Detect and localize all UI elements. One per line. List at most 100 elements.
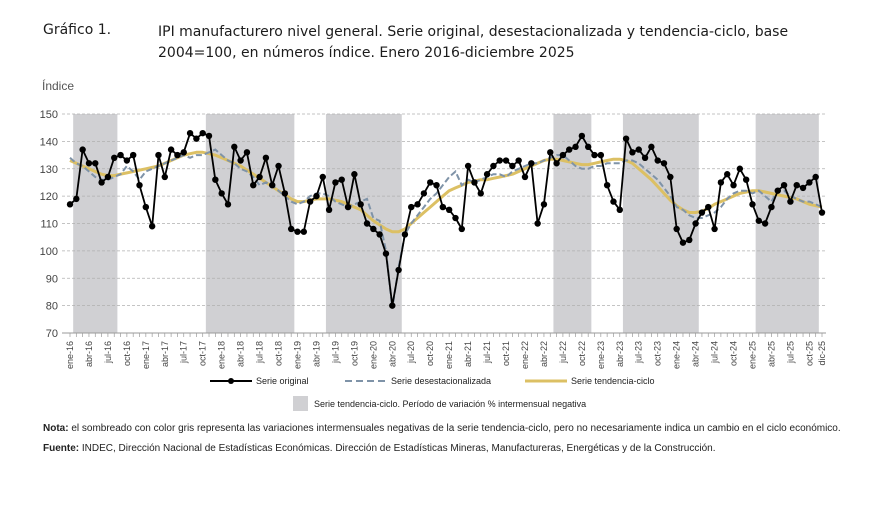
x-tick-label: jul-25 — [785, 341, 795, 364]
series-original-point — [243, 149, 251, 156]
series-original-point — [344, 203, 352, 211]
series-original-point — [502, 157, 510, 164]
series-original-point — [629, 149, 636, 156]
series-original-point — [111, 154, 118, 161]
series-original-point — [433, 181, 440, 189]
x-tick-label: abr-16 — [84, 341, 94, 367]
series-original-point — [250, 181, 257, 189]
series-original-point — [382, 250, 390, 257]
x-tick-label: ene-16 — [65, 341, 75, 369]
x-tick-label: abr-22 — [539, 341, 549, 367]
series-original-point — [325, 206, 333, 214]
x-tick-label: jul-20 — [406, 341, 416, 364]
series-original-point — [395, 266, 402, 274]
series-original-point — [774, 187, 781, 194]
gridlines — [62, 113, 826, 307]
series-original-point — [761, 220, 769, 227]
x-tick-label: abr-19 — [311, 341, 321, 367]
series-original-point — [755, 217, 763, 224]
series-original-point — [148, 223, 156, 230]
x-tick-label: abr-25 — [766, 341, 776, 367]
series-original-point — [186, 129, 194, 137]
series-original-point — [787, 198, 794, 205]
series-original-point — [471, 179, 478, 186]
x-tick-label: oct-22 — [577, 341, 587, 366]
series-original-point — [528, 160, 535, 167]
x-tick-label: ene-20 — [368, 341, 378, 369]
x-tick-label: oct-19 — [349, 341, 359, 366]
x-tick-label: jul-22 — [558, 341, 568, 364]
x-tick-label: ene-17 — [141, 341, 151, 369]
y-tick-label: 100 — [40, 246, 58, 258]
legend-label-shade: Serie tendencia-ciclo. Período de variac… — [314, 398, 587, 409]
series-original-point — [622, 135, 630, 142]
notes: Nota: el sombreado con color gris repres… — [43, 423, 843, 463]
series-original-point — [464, 162, 472, 170]
series-original-point — [711, 225, 718, 233]
legend-dashed-line-icon — [345, 380, 387, 382]
series-original-point — [648, 143, 655, 151]
chart-plot: 70 80 90 100 110 120 130 140 150 ene-16 abr-16 jul… — [40, 109, 827, 369]
series-original-point — [477, 190, 484, 197]
series-original-point — [736, 165, 744, 172]
series-original-point — [641, 154, 649, 161]
series-original-point — [742, 176, 750, 183]
series-original-point — [812, 173, 819, 181]
x-tick-label: oct-21 — [501, 341, 511, 366]
x-tick-label: abr-18 — [236, 341, 246, 367]
series-original-point — [161, 173, 168, 181]
series-original-point — [357, 201, 364, 208]
series-original-point — [667, 173, 674, 181]
x-tick-label: abr-17 — [160, 341, 170, 367]
legend-trend-line-icon — [525, 379, 567, 383]
series-original-point — [218, 190, 225, 197]
series-original-point — [483, 171, 491, 178]
series-original-point — [458, 225, 465, 233]
x-axis: ene-16 abr-16 jul-16 oct-16 ene-17 abr-17 jul-… — [62, 332, 827, 369]
series-original-point — [376, 231, 383, 238]
x-tick-label: ene-19 — [292, 341, 302, 369]
series-original-point — [717, 179, 725, 186]
y-tick-label: 130 — [40, 164, 58, 176]
series-original-point — [547, 149, 554, 156]
series-original-point — [338, 176, 345, 183]
series-tendencia-ciclo-line — [69, 150, 823, 234]
series-original-point — [66, 201, 74, 208]
series-original-point — [496, 157, 503, 164]
fuente-paragraph: Fuente: INDEC, Dirección Nacional de Est… — [43, 443, 843, 455]
x-tick-label: dic-25 — [817, 341, 827, 366]
series-original-point — [521, 173, 529, 181]
series-original-point — [136, 181, 143, 189]
fuente-label: Fuente: — [43, 443, 80, 454]
series-original-point — [730, 181, 737, 189]
series-original-point — [566, 146, 573, 153]
series-desestacionalizada-line — [69, 148, 823, 309]
series-original-point — [654, 157, 661, 164]
series-original-point — [117, 151, 124, 159]
x-tick-label: ene-23 — [596, 341, 606, 369]
x-tick-label: oct-24 — [729, 341, 739, 366]
series-original-point — [401, 231, 409, 238]
series-original-point — [603, 181, 611, 189]
legend-item-shade: Serie tendencia-ciclo. Período de variac… — [293, 396, 586, 411]
series-lines — [66, 129, 826, 309]
series-original-point — [224, 201, 232, 208]
series-original-point — [300, 228, 308, 235]
series-original-point — [275, 162, 282, 170]
x-tick-label: abr-23 — [615, 341, 625, 367]
nota-label: Nota: — [43, 423, 69, 434]
series-original-line — [69, 132, 823, 307]
y-tick-label: 90 — [46, 273, 58, 285]
x-tick-label: jul-21 — [482, 341, 492, 364]
series-original-point — [439, 203, 447, 211]
series-original-point — [692, 220, 699, 227]
nota-paragraph: Nota: el sombreado con color gris repres… — [43, 423, 843, 435]
series-original-point — [698, 209, 706, 216]
series-original-point — [540, 201, 548, 208]
x-tick-label: oct-23 — [653, 341, 663, 366]
series-original-point — [237, 157, 244, 164]
series-original-point — [705, 203, 712, 211]
series-original-point — [287, 225, 295, 233]
legend-item-original: Serie original — [210, 376, 309, 386]
series-original-point — [686, 236, 693, 244]
